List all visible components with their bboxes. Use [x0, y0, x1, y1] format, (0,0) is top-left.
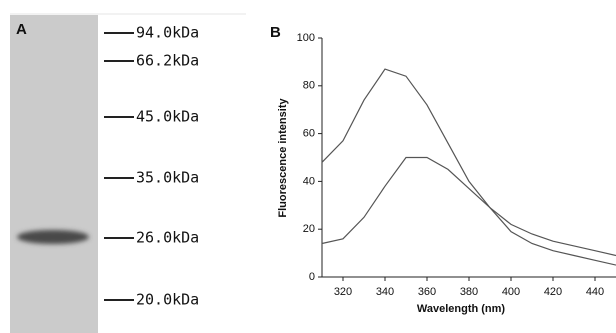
- y-tick-label: 40: [303, 175, 315, 187]
- marker-label: 35.0kDa: [136, 169, 199, 187]
- line: [322, 69, 616, 265]
- x-axis-label: Wavelength (nm): [417, 303, 506, 315]
- x-tick-label: 420: [544, 286, 562, 298]
- gel-band: [17, 230, 89, 244]
- panel-label: A: [16, 21, 27, 38]
- marker-label: 20.0kDa: [136, 291, 199, 309]
- x-tick-label: 340: [376, 286, 394, 298]
- marker-label: 45.0kDa: [136, 108, 199, 126]
- figure: A B Wavelength (nm) Fluorescence intensi…: [0, 0, 616, 333]
- marker-label: 26.0kDa: [136, 229, 199, 247]
- y-tick-label: 0: [309, 271, 315, 283]
- y-tick-label: 80: [303, 80, 315, 92]
- y-tick-label: 20: [303, 223, 315, 235]
- x-tick-label: 400: [502, 286, 520, 298]
- y-tick-label: 60: [303, 128, 315, 140]
- x-tick-label: 380: [460, 286, 478, 298]
- marker-label: 94.0kDa: [136, 24, 199, 42]
- x-tick-label: 360: [418, 286, 436, 298]
- x-tick-label: 440: [586, 286, 604, 298]
- panel-label: B: [270, 24, 281, 41]
- y-axis-label: Fluorescence intensity: [277, 98, 289, 218]
- x-tick-label: 320: [334, 286, 352, 298]
- y-tick-label: 100: [297, 32, 315, 44]
- gel-lane: [10, 15, 98, 333]
- marker-label: 66.2kDa: [136, 52, 199, 70]
- line: [322, 158, 616, 256]
